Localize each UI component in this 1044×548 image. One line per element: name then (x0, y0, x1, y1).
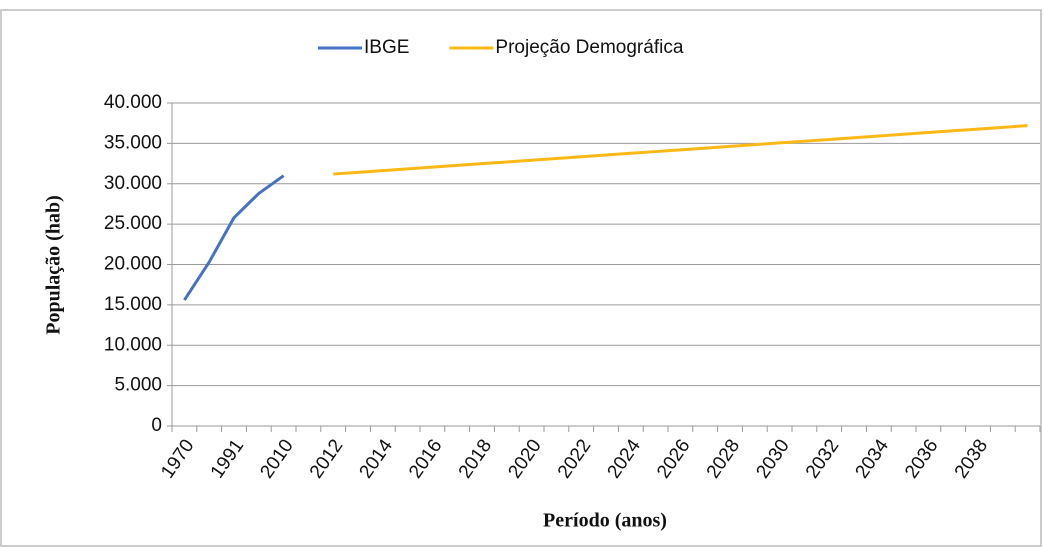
x-axis-title: Período (anos) (543, 510, 667, 532)
legend-label: IBGE (364, 37, 409, 58)
y-tick-label: 30.000 (104, 173, 162, 194)
legend-label: Projeção Demográfica (495, 37, 683, 58)
y-axis-title: População (hab) (43, 195, 65, 334)
y-tick-label: 25.000 (104, 213, 162, 234)
y-tick-label: 20.000 (104, 254, 162, 275)
y-tick-label: 35.000 (104, 132, 162, 153)
y-tick-label: 40.000 (104, 92, 162, 113)
series-line (333, 124, 1028, 176)
y-tick-label: 15.000 (104, 294, 162, 315)
chart-frame (0, 9, 1042, 547)
y-tick-label: 10.000 (104, 334, 162, 355)
y-tick-label: 5.000 (114, 375, 162, 396)
y-tick-label: 0 (151, 415, 162, 436)
series-line (183, 174, 285, 301)
